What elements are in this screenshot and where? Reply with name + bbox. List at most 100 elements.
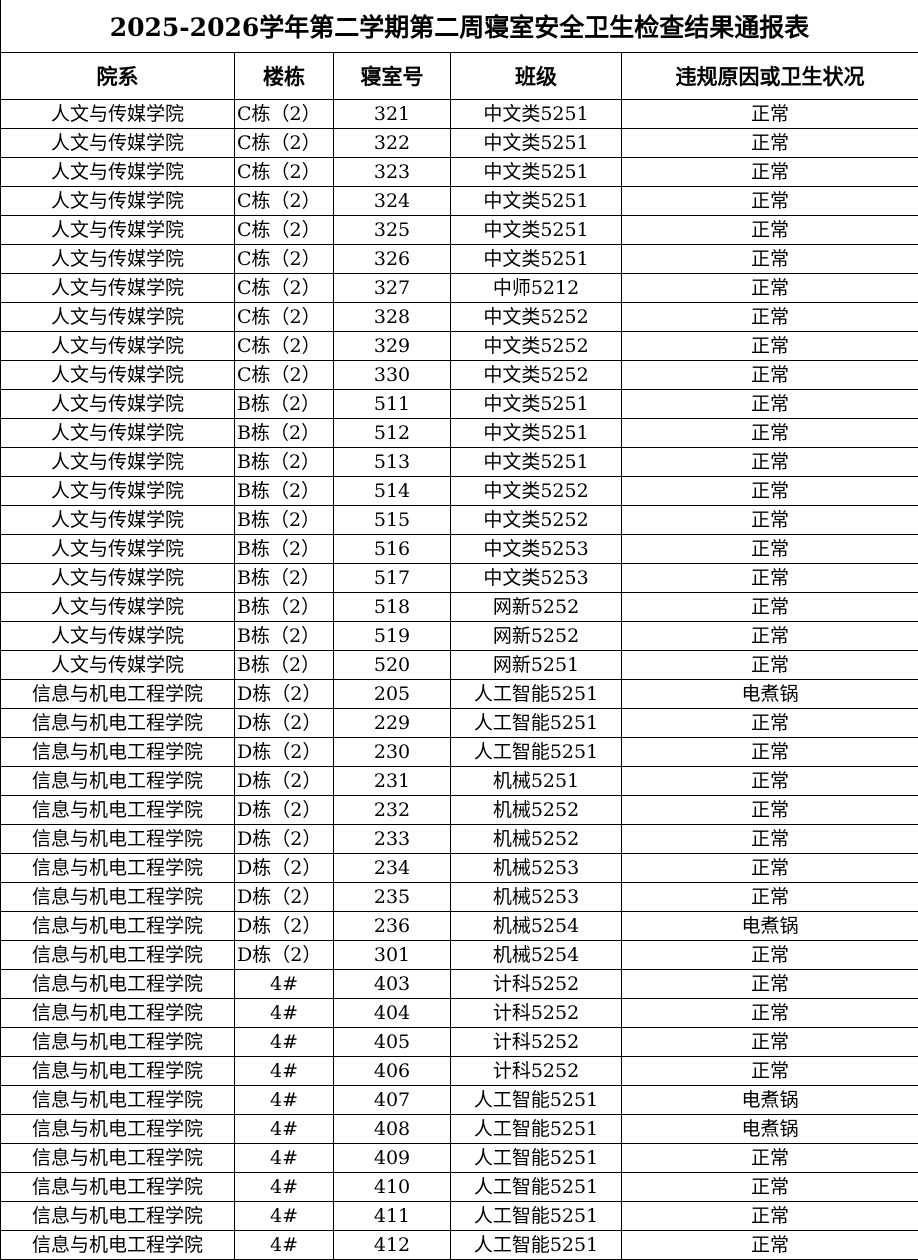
- class-cell: 中师5212: [450, 273, 622, 303]
- table-row: 信息与机电工程学院 D栋（2） 234 机械5253 正常: [0, 853, 918, 883]
- table-row: 人文与传媒学院 B栋（2） 513 中文类5251 正常: [0, 447, 918, 477]
- table-row: 人文与传媒学院 B栋（2） 517 中文类5253 正常: [0, 563, 918, 593]
- building-cell: 4#: [234, 1201, 334, 1231]
- table-row: 人文与传媒学院 B栋（2） 516 中文类5253 正常: [0, 534, 918, 564]
- status-cell: 电煮锅: [621, 911, 918, 941]
- building-cell: 4#: [234, 998, 334, 1028]
- room-cell: 231: [333, 766, 451, 796]
- building-cell: B栋（2）: [234, 505, 334, 535]
- status-cell: 正常: [621, 592, 918, 622]
- class-cell: 人工智能5251: [450, 1085, 622, 1115]
- department-cell: 信息与机电工程学院: [0, 998, 235, 1028]
- class-cell: 网新5252: [450, 592, 622, 622]
- building-cell: C栋（2）: [234, 157, 334, 187]
- table-row: 人文与传媒学院 B栋（2） 515 中文类5252 正常: [0, 505, 918, 535]
- class-cell: 中文类5251: [450, 418, 622, 448]
- table-row: 信息与机电工程学院 D栋（2） 235 机械5253 正常: [0, 882, 918, 912]
- department-cell: 人文与传媒学院: [0, 476, 235, 506]
- class-cell: 人工智能5251: [450, 708, 622, 738]
- department-cell: 人文与传媒学院: [0, 621, 235, 651]
- class-cell: 中文类5251: [450, 389, 622, 419]
- column-header-room: 寝室号: [333, 52, 451, 100]
- room-cell: 410: [333, 1172, 451, 1202]
- status-cell: 正常: [621, 737, 918, 767]
- class-cell: 机械5252: [450, 824, 622, 854]
- department-cell: 人文与传媒学院: [0, 389, 235, 419]
- table-row: 人文与传媒学院 B栋（2） 512 中文类5251 正常: [0, 418, 918, 448]
- class-cell: 中文类5251: [450, 99, 622, 129]
- building-cell: D栋（2）: [234, 766, 334, 796]
- department-cell: 人文与传媒学院: [0, 215, 235, 245]
- building-cell: C栋（2）: [234, 302, 334, 332]
- room-cell: 233: [333, 824, 451, 854]
- class-cell: 机械5254: [450, 911, 622, 941]
- room-cell: 516: [333, 534, 451, 564]
- building-cell: 4#: [234, 1143, 334, 1173]
- room-cell: 205: [333, 679, 451, 709]
- status-cell: 正常: [621, 302, 918, 332]
- room-cell: 328: [333, 302, 451, 332]
- class-cell: 中文类5253: [450, 534, 622, 564]
- status-cell: 正常: [621, 418, 918, 448]
- class-cell: 计科5252: [450, 998, 622, 1028]
- status-cell: 正常: [621, 795, 918, 825]
- building-cell: D栋（2）: [234, 679, 334, 709]
- room-cell: 301: [333, 940, 451, 970]
- class-cell: 中文类5251: [450, 447, 622, 477]
- status-cell: 正常: [621, 708, 918, 738]
- building-cell: B栋（2）: [234, 534, 334, 564]
- room-cell: 409: [333, 1143, 451, 1173]
- table-row: 信息与机电工程学院 4# 409 人工智能5251 正常: [0, 1143, 918, 1173]
- class-cell: 中文类5251: [450, 128, 622, 158]
- room-cell: 412: [333, 1230, 451, 1260]
- class-cell: 人工智能5251: [450, 1114, 622, 1144]
- status-cell: 正常: [621, 563, 918, 593]
- status-cell: 电煮锅: [621, 1085, 918, 1115]
- room-cell: 330: [333, 360, 451, 390]
- table-row: 信息与机电工程学院 D栋（2） 230 人工智能5251 正常: [0, 737, 918, 767]
- table-row: 人文与传媒学院 B栋（2） 518 网新5252 正常: [0, 592, 918, 622]
- room-cell: 408: [333, 1114, 451, 1144]
- class-cell: 网新5252: [450, 621, 622, 651]
- column-header-status: 违规原因或卫生状况: [621, 52, 918, 100]
- room-cell: 234: [333, 853, 451, 883]
- building-cell: D栋（2）: [234, 940, 334, 970]
- room-cell: 235: [333, 882, 451, 912]
- room-cell: 520: [333, 650, 451, 680]
- table-row: 人文与传媒学院 C栋（2） 322 中文类5251 正常: [0, 128, 918, 158]
- table-row: 信息与机电工程学院 4# 411 人工智能5251 正常: [0, 1201, 918, 1231]
- status-cell: 电煮锅: [621, 679, 918, 709]
- class-cell: 中文类5251: [450, 244, 622, 274]
- table-row: 人文与传媒学院 B栋（2） 519 网新5252 正常: [0, 621, 918, 651]
- table-row: 人文与传媒学院 C栋（2） 321 中文类5251 正常: [0, 99, 918, 129]
- room-cell: 325: [333, 215, 451, 245]
- class-cell: 中文类5251: [450, 215, 622, 245]
- room-cell: 322: [333, 128, 451, 158]
- department-cell: 人文与传媒学院: [0, 302, 235, 332]
- room-cell: 324: [333, 186, 451, 216]
- table-row: 人文与传媒学院 C栋（2） 328 中文类5252 正常: [0, 302, 918, 332]
- department-cell: 人文与传媒学院: [0, 360, 235, 390]
- department-cell: 信息与机电工程学院: [0, 940, 235, 970]
- department-cell: 信息与机电工程学院: [0, 824, 235, 854]
- status-cell: 正常: [621, 1172, 918, 1202]
- status-cell: 正常: [621, 476, 918, 506]
- status-cell: 正常: [621, 940, 918, 970]
- department-cell: 信息与机电工程学院: [0, 708, 235, 738]
- table-row: 人文与传媒学院 B栋（2） 511 中文类5251 正常: [0, 389, 918, 419]
- room-cell: 404: [333, 998, 451, 1028]
- department-cell: 人文与传媒学院: [0, 128, 235, 158]
- class-cell: 中文类5252: [450, 302, 622, 332]
- table-row: 信息与机电工程学院 4# 405 计科5252 正常: [0, 1027, 918, 1057]
- room-cell: 513: [333, 447, 451, 477]
- department-cell: 信息与机电工程学院: [0, 1201, 235, 1231]
- table-row: 人文与传媒学院 B栋（2） 514 中文类5252 正常: [0, 476, 918, 506]
- status-cell: 正常: [621, 998, 918, 1028]
- table-row: 信息与机电工程学院 4# 412 人工智能5251 正常: [0, 1230, 918, 1260]
- status-cell: 正常: [621, 244, 918, 274]
- building-cell: D栋（2）: [234, 911, 334, 941]
- room-cell: 327: [333, 273, 451, 303]
- building-cell: 4#: [234, 1114, 334, 1144]
- class-cell: 机械5253: [450, 853, 622, 883]
